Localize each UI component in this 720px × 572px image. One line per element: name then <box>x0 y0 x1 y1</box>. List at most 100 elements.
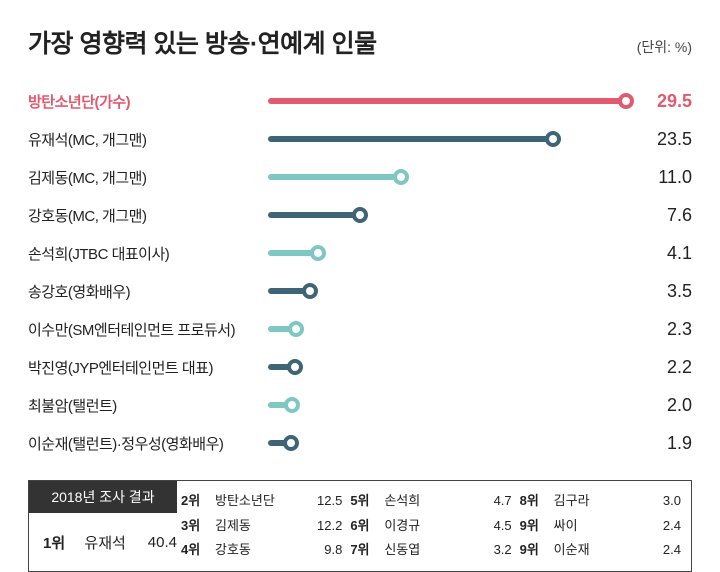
chart-bar <box>268 288 310 294</box>
chart-row-label: 송강호(영화배우) <box>28 281 268 302</box>
chart-row-value: 1.9 <box>632 433 692 454</box>
previous-result-item: 3위김제동12.2 <box>181 514 342 539</box>
previous-result-item: 5위손석희4.7 <box>350 489 511 514</box>
chart-row-label: 이수만(SM엔터테인먼트 프로듀서) <box>28 319 268 340</box>
prev-value: 12.2 <box>302 514 342 539</box>
prev-value: 12.5 <box>302 489 342 514</box>
previous-first-place: 1위 유재석 40.4 <box>29 513 177 571</box>
prev-name: 유재석 <box>84 532 125 553</box>
prev-rank: 8위 <box>520 489 554 514</box>
chart-row-label: 최불암(탤런트) <box>28 395 268 416</box>
chart-bar-area <box>268 196 632 234</box>
prev-name: 싸이 <box>554 514 641 539</box>
prev-rank: 7위 <box>350 538 384 563</box>
chart-unit: (단위: %) <box>637 37 692 57</box>
prev-name: 손석희 <box>384 489 471 514</box>
chart-row-value: 2.3 <box>632 319 692 340</box>
chart-bar <box>268 364 295 370</box>
chart-row-label: 박진영(JYP엔터테인먼트 대표) <box>28 357 268 378</box>
chart-row: 이순재(탤런트)·정우성(영화배우) 1.9 <box>28 424 692 462</box>
previous-results-columns: 2위방탄소년단12.53위김제동12.24위강호동9.85위손석희4.76위이경… <box>177 481 691 571</box>
chart-bar-area <box>268 272 632 310</box>
previous-result-item: 9위이순재2.4 <box>520 538 681 563</box>
prev-rank: 3위 <box>181 514 215 539</box>
chart-bar <box>268 250 318 256</box>
prev-name: 김구라 <box>554 489 641 514</box>
chart-bar <box>268 402 292 408</box>
chart-row: 송강호(영화배우) 3.5 <box>28 272 692 310</box>
chart-bar <box>268 136 553 142</box>
previous-results-left: 2018년 조사 결과 1위 유재석 40.4 <box>29 481 177 571</box>
prev-name: 이경규 <box>384 514 471 539</box>
chart-bar-area <box>268 386 632 424</box>
chart-bar <box>268 212 360 218</box>
prev-value: 3.0 <box>641 489 681 514</box>
prev-rank: 2위 <box>181 489 215 514</box>
previous-result-item: 2위방탄소년단12.5 <box>181 489 342 514</box>
prev-value: 4.5 <box>472 514 512 539</box>
chart-row-value: 11.0 <box>632 167 692 188</box>
chart-row-label: 강호동(MC, 개그맨) <box>28 205 268 226</box>
chart-row-label: 유재석(MC, 개그맨) <box>28 129 268 150</box>
chart-bar-dot <box>545 131 561 147</box>
chart-bar-dot <box>302 283 318 299</box>
chart-row: 유재석(MC, 개그맨) 23.5 <box>28 120 692 158</box>
chart-row: 김제동(MC, 개그맨) 11.0 <box>28 158 692 196</box>
chart-bar-area <box>268 234 632 272</box>
chart-row-value: 7.6 <box>632 205 692 226</box>
previous-result-item: 4위강호동9.8 <box>181 538 342 563</box>
prev-rank: 9위 <box>520 538 554 563</box>
chart-row-value: 29.5 <box>632 91 692 112</box>
chart-row: 손석희(JTBC 대표이사) 4.1 <box>28 234 692 272</box>
bar-chart: 방탄소년단(가수) 29.5 유재석(MC, 개그맨) 23.5 김제동(MC, 개그맨… <box>28 82 692 462</box>
chart-title: 가장 영향력 있는 방송·연예계 인물 <box>28 24 377 60</box>
chart-bar <box>268 326 296 332</box>
previous-result-item: 8위김구라3.0 <box>520 489 681 514</box>
chart-row-label: 손석희(JTBC 대표이사) <box>28 243 268 264</box>
prev-value: 9.8 <box>302 538 342 563</box>
prev-value: 4.7 <box>472 489 512 514</box>
chart-bar-area <box>268 348 632 386</box>
prev-name: 방탄소년단 <box>215 489 302 514</box>
chart-bar-dot <box>287 359 303 375</box>
chart-row-value: 3.5 <box>632 281 692 302</box>
prev-name: 김제동 <box>215 514 302 539</box>
chart-bar <box>268 440 291 446</box>
chart-row-label: 김제동(MC, 개그맨) <box>28 167 268 188</box>
chart-bar <box>268 174 401 180</box>
previous-results-header: 2018년 조사 결과 <box>29 481 177 513</box>
chart-header: 가장 영향력 있는 방송·연예계 인물 (단위: %) <box>28 24 692 60</box>
previous-result-item: 6위이경규4.5 <box>350 514 511 539</box>
chart-row: 박진영(JYP엔터테인먼트 대표)2.2 <box>28 348 692 386</box>
prev-rank: 5위 <box>350 489 384 514</box>
prev-rank: 6위 <box>350 514 384 539</box>
prev-rank: 9위 <box>520 514 554 539</box>
chart-bar-area <box>268 310 632 348</box>
chart-row: 최불암(탤런트) 2.0 <box>28 386 692 424</box>
chart-bar-dot <box>310 245 326 261</box>
chart-row-value: 4.1 <box>632 243 692 264</box>
prev-value: 3.2 <box>472 538 512 563</box>
prev-name: 강호동 <box>215 538 302 563</box>
chart-bar-area <box>268 158 632 196</box>
prev-rank: 1위 <box>43 532 74 553</box>
chart-row-value: 2.0 <box>632 395 692 416</box>
chart-row-label: 방탄소년단(가수) <box>28 91 268 112</box>
previous-result-item: 9위싸이2.4 <box>520 514 681 539</box>
chart-row: 강호동(MC, 개그맨) 7.6 <box>28 196 692 234</box>
chart-row-value: 23.5 <box>632 129 692 150</box>
chart-bar-dot <box>393 169 409 185</box>
chart-row: 이수만(SM엔터테인먼트 프로듀서) 2.3 <box>28 310 692 348</box>
chart-bar-dot <box>352 207 368 223</box>
chart-bar-area <box>268 120 632 158</box>
chart-row-label: 이순재(탤런트)·정우성(영화배우) <box>28 433 268 454</box>
chart-bar <box>268 98 626 104</box>
chart-bar-dot <box>618 93 634 109</box>
prev-value: 2.4 <box>641 538 681 563</box>
chart-bar-dot <box>284 397 300 413</box>
chart-bar-dot <box>283 435 299 451</box>
chart-bar-area <box>268 82 632 120</box>
chart-row: 방탄소년단(가수) 29.5 <box>28 82 692 120</box>
chart-bar-dot <box>288 321 304 337</box>
previous-results-box: 2018년 조사 결과 1위 유재석 40.4 2위방탄소년단12.53위김제동… <box>28 480 692 572</box>
